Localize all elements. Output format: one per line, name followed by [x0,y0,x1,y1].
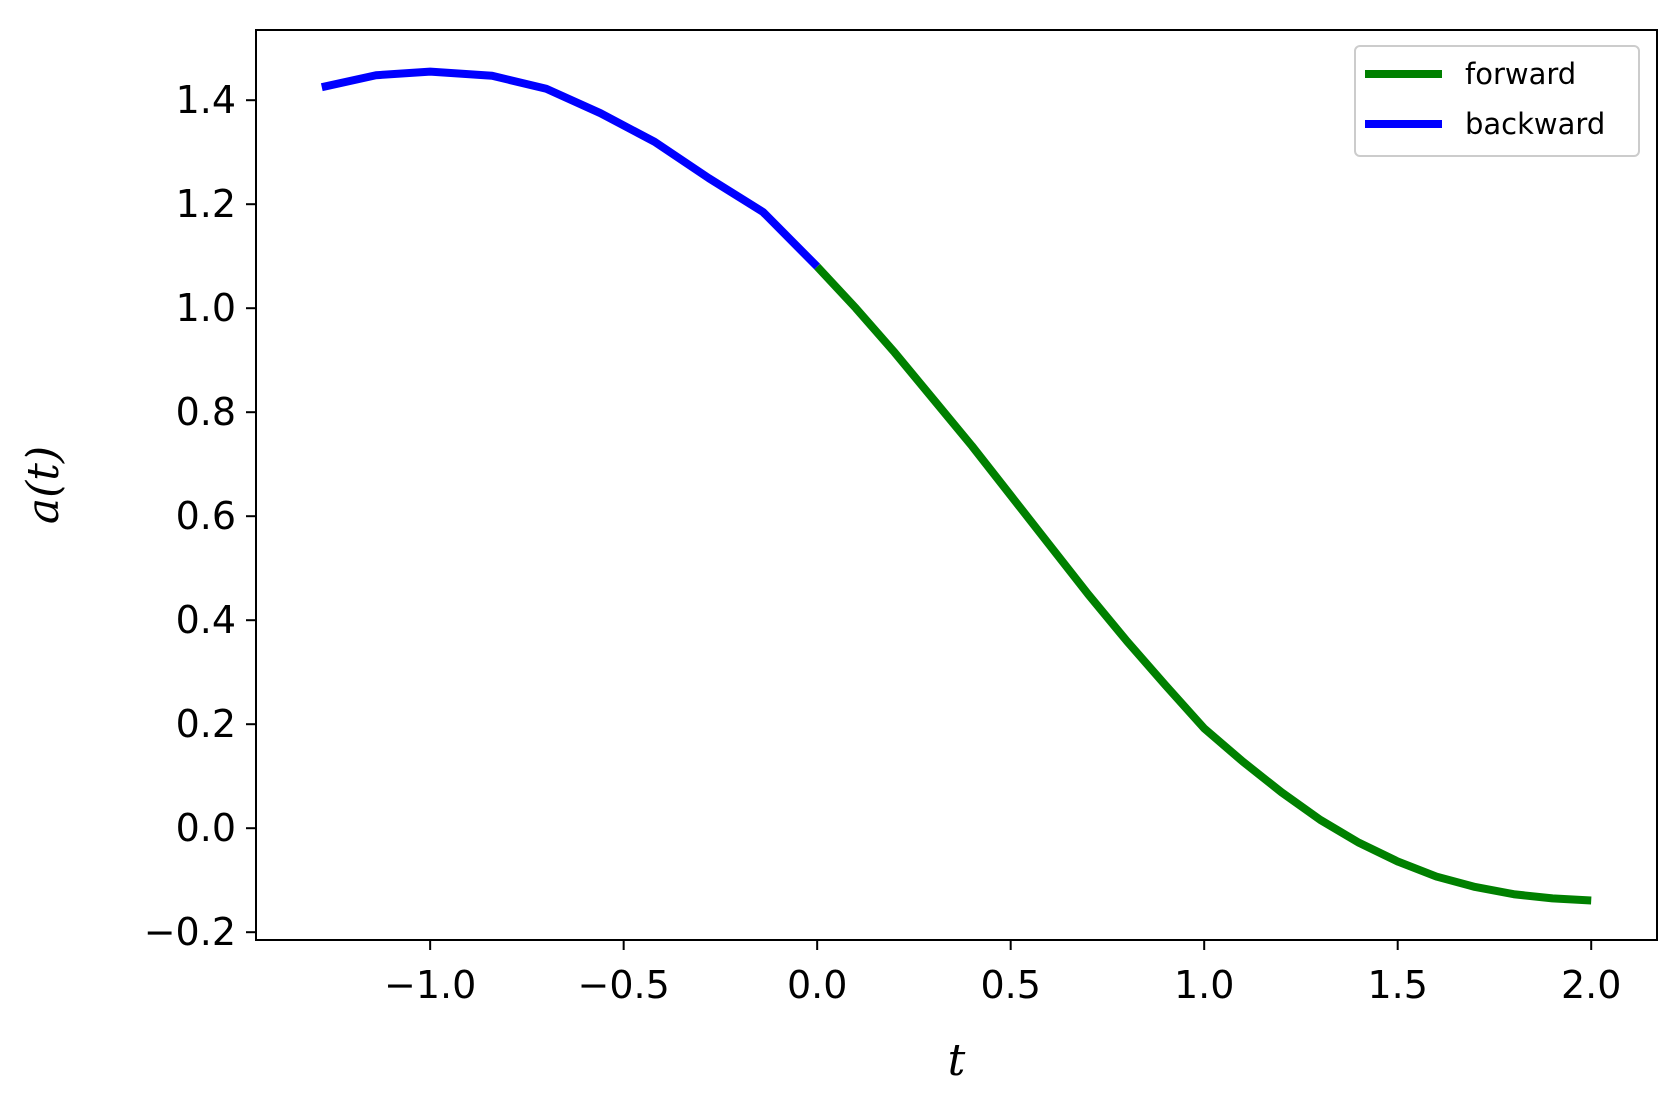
y-axis-label: a(t) [18,446,69,524]
y-tick-label: 0.0 [176,806,236,850]
legend: forward backward [1354,45,1640,157]
series-layer [320,67,1592,905]
x-tick-label: −1.0 [384,963,476,1007]
x-tick-label: 0.0 [787,963,847,1007]
x-tick-label: 1.0 [1174,963,1234,1007]
y-axis: −0.2 0.0 0.2 0.4 0.6 0.8 1.0 1.2 1.4 [144,78,256,954]
x-tick-label: 0.5 [980,963,1040,1007]
x-tick-label: −0.5 [578,963,670,1007]
y-tick-label: 0.4 [176,598,236,642]
y-tick-label: 1.2 [176,182,236,226]
y-tick-label: 0.8 [176,390,236,434]
y-tick-label: 1.0 [176,286,236,330]
x-tick-label: 2.0 [1561,963,1621,1007]
plot-frame [255,29,1658,941]
x-tick-label: 1.5 [1367,963,1427,1007]
y-tick-label: 1.4 [176,78,236,122]
legend-label-backward: backward [1465,107,1605,141]
x-axis: −1.0 −0.5 0.0 0.5 1.0 1.5 2.0 [384,940,1621,1007]
series-line-backward [320,67,821,270]
series-line-forward [814,263,1592,905]
x-axis-label: t [948,1035,966,1086]
y-tick-label: −0.2 [144,910,236,954]
y-tick-label: 0.2 [176,702,236,746]
legend-label-forward: forward [1465,57,1576,91]
y-tick-label: 0.6 [176,494,236,538]
